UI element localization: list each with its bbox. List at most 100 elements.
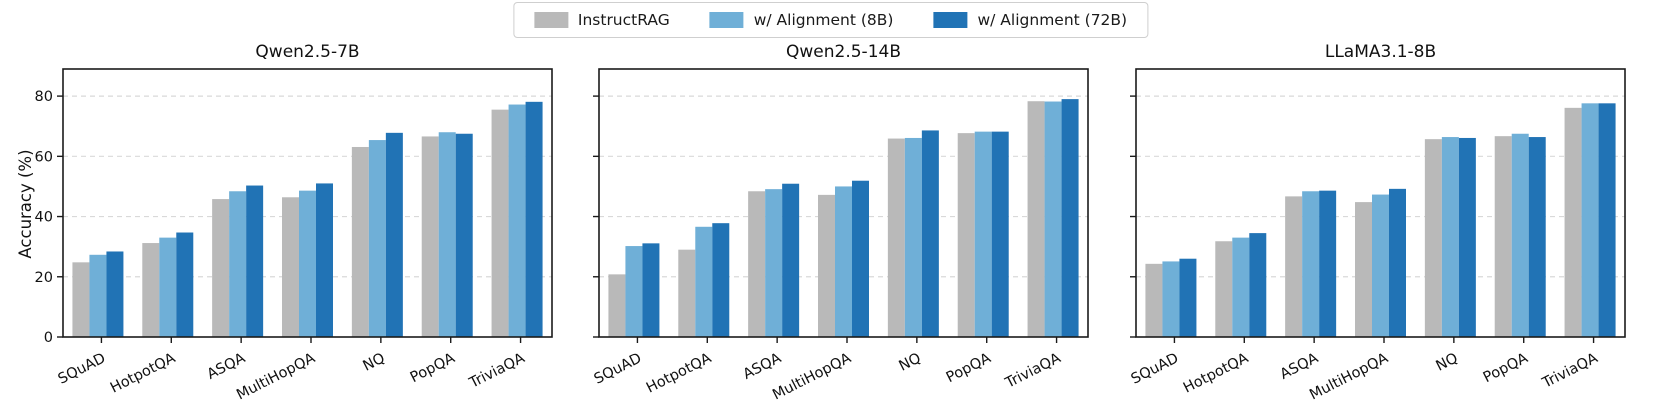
bar xyxy=(159,237,177,337)
bar xyxy=(1581,103,1599,337)
bar xyxy=(176,232,194,337)
x-tick-label: ASQA xyxy=(741,350,784,383)
axes-frame xyxy=(1135,68,1626,338)
x-tick-label: TriviaQA xyxy=(466,350,527,392)
legend-swatch-darkblue xyxy=(933,12,968,28)
bar xyxy=(835,186,852,337)
bar xyxy=(712,223,730,337)
legend-label: w/ Alignment (8B) xyxy=(753,11,894,29)
bar xyxy=(642,243,660,337)
bar xyxy=(748,191,766,337)
x-tick-label: PopQA xyxy=(1481,350,1531,386)
bar xyxy=(106,251,124,337)
legend-swatch-gray xyxy=(533,12,568,28)
x-tick-label: MultiHopQA xyxy=(1307,350,1391,403)
bar xyxy=(438,132,456,337)
panel-title: Qwen2.5-14B xyxy=(786,42,901,62)
bar xyxy=(765,189,783,337)
bar xyxy=(1355,202,1372,337)
x-tick-label: ASQA xyxy=(1278,350,1321,383)
bar xyxy=(1494,136,1512,337)
bar xyxy=(1285,196,1303,337)
bar xyxy=(1179,258,1197,337)
bar xyxy=(89,254,107,337)
legend-item-instructrag: InstructRAG xyxy=(533,11,670,29)
x-tick-label: NQ xyxy=(1434,350,1461,374)
bar xyxy=(525,101,543,337)
bar xyxy=(212,199,230,337)
legend-item-alignment-8b: w/ Alignment (8B) xyxy=(709,11,894,29)
panel-title: Qwen2.5-7B xyxy=(255,42,360,62)
x-tick-label: HotpotQA xyxy=(108,350,178,396)
bar xyxy=(455,133,473,337)
bar xyxy=(678,249,696,337)
bar xyxy=(229,191,247,337)
y-tick-label: 20 xyxy=(35,270,53,286)
x-tick-label: PopQA xyxy=(408,350,458,386)
bar xyxy=(351,146,369,337)
bar xyxy=(1215,241,1233,337)
bar xyxy=(625,246,643,337)
legend: InstructRAG w/ Alignment (8B) w/ Alignme… xyxy=(512,2,1149,38)
bar xyxy=(1162,261,1180,337)
x-tick-label: SQuAD xyxy=(1129,350,1182,387)
legend-label: InstructRAG xyxy=(577,11,670,29)
bar xyxy=(299,190,316,337)
x-tick-label: MultiHopQA xyxy=(770,350,854,403)
bar xyxy=(421,136,439,337)
bar xyxy=(508,104,526,337)
bar xyxy=(1389,188,1406,337)
legend-label: w/ Alignment (72B) xyxy=(977,11,1128,29)
x-tick-label: HotpotQA xyxy=(1181,350,1251,396)
bar xyxy=(1441,137,1459,337)
bar xyxy=(72,262,90,337)
bar xyxy=(491,109,509,337)
x-tick-label: PopQA xyxy=(944,350,994,386)
x-tick-label: TriviaQA xyxy=(1539,350,1600,392)
x-tick-label: NQ xyxy=(361,350,388,374)
bar xyxy=(782,183,800,337)
bar xyxy=(1372,194,1389,337)
x-tick-label: SQuAD xyxy=(592,350,645,387)
bar xyxy=(695,226,713,337)
bar xyxy=(246,185,264,337)
bar xyxy=(852,180,869,337)
bar xyxy=(921,130,939,337)
bar xyxy=(608,274,626,337)
bar xyxy=(1564,107,1582,337)
bar xyxy=(1249,233,1267,337)
chart-panel-llama3p1-8b: LLaMA3.1-8B SQuAD HotpotQA ASQA MultiHopQA N… xyxy=(1076,40,1636,414)
panel-title: LLaMA3.1-8B xyxy=(1324,42,1437,62)
bar xyxy=(1424,139,1442,337)
bar xyxy=(1302,191,1320,337)
bar xyxy=(316,183,333,337)
bar xyxy=(1145,263,1163,337)
axes-frame xyxy=(62,68,553,338)
bar xyxy=(1319,190,1337,337)
bar xyxy=(282,197,299,337)
bar xyxy=(142,243,160,337)
legend-item-alignment-72b: w/ Alignment (72B) xyxy=(933,11,1127,29)
bar xyxy=(1232,237,1250,337)
y-tick-label: 40 xyxy=(35,210,53,226)
bar xyxy=(1027,101,1045,337)
bar xyxy=(1044,101,1062,337)
bar xyxy=(368,140,386,337)
y-tick-label: 0 xyxy=(44,330,53,346)
bar xyxy=(818,194,835,337)
bar xyxy=(991,131,1009,337)
x-tick-label: SQuAD xyxy=(56,350,109,387)
bar xyxy=(1061,99,1079,337)
x-tick-label: ASQA xyxy=(205,350,248,383)
chart-panel-qwen2p5-14b: Qwen2.5-14B SQuAD HotpotQA ASQA MultiHopQA N… xyxy=(539,40,1099,414)
axes-frame xyxy=(598,68,1089,338)
bar xyxy=(385,132,403,337)
y-tick-label: 80 xyxy=(35,89,53,105)
bar xyxy=(1528,137,1546,337)
chart-panel-qwen2p5-7b: Qwen2.5-7B Accuracy (%) 0 20 40 60 80 SQuAD Ho… xyxy=(3,40,563,414)
bar xyxy=(974,131,992,337)
y-tick-label: 60 xyxy=(35,149,53,165)
bar xyxy=(1598,103,1616,337)
